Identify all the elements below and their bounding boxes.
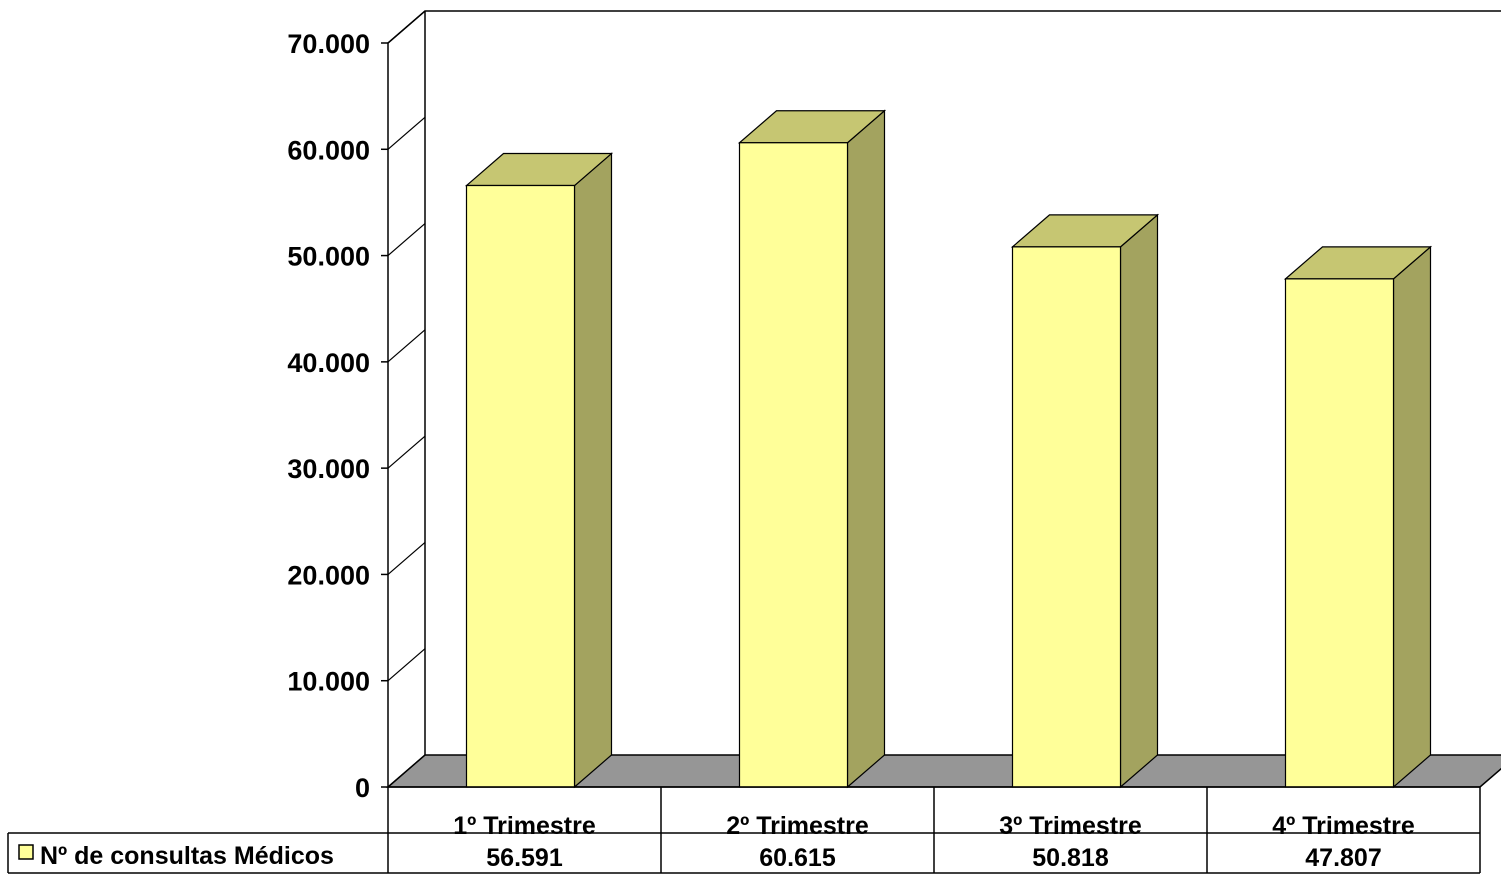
legend-swatch [18, 844, 34, 860]
category-label: 2º Trimestre [726, 812, 869, 840]
bar-side [846, 109, 886, 789]
bar-front [1284, 278, 1395, 788]
bar-front [465, 184, 576, 788]
y-tick-depth [387, 648, 426, 682]
bar-side [1392, 245, 1432, 789]
legend-series-name: Nº de consultas Médicos [40, 842, 334, 870]
value-label: 60.615 [759, 844, 836, 872]
value-label: 56.591 [486, 844, 563, 872]
y-tick-label: 20.000 [287, 560, 370, 590]
y-tick-label: 70.000 [287, 29, 370, 59]
y-tick-depth [387, 329, 426, 363]
y-tick-depth [387, 754, 426, 788]
y-tick-depth [387, 541, 426, 575]
y-tick-label: 0 [355, 773, 370, 803]
y-tick-depth [387, 435, 426, 469]
y-tick-label: 10.000 [287, 667, 370, 697]
y-tick-label: 60.000 [287, 135, 370, 165]
bar [1283, 245, 1433, 789]
bar-front [738, 142, 849, 788]
bar-side [573, 152, 613, 789]
category-label: 1º Trimestre [453, 812, 596, 840]
data-table: 1º Trimestre 56.591 2º Trimestre 60.615 3º T… [7, 786, 1481, 874]
bar [1010, 213, 1160, 789]
bars [464, 109, 1433, 789]
y-tick-label: 40.000 [287, 348, 370, 378]
y-tick-depth [387, 10, 426, 44]
category-label: 4º Trimestre [1272, 812, 1415, 840]
bar [737, 109, 887, 789]
y-tick-depth [387, 116, 426, 150]
y-axis: 0 10.000 20.000 30.000 40.000 50.000 60.000 70.… [287, 10, 426, 803]
bar-side [1119, 213, 1159, 789]
category-label: 3º Trimestre [999, 812, 1142, 840]
value-label: 47.807 [1305, 844, 1381, 872]
y-tick-depth [387, 223, 426, 257]
y-tick-label: 50.000 [287, 242, 370, 272]
y-tick-label: 30.000 [287, 454, 370, 484]
bar [464, 152, 614, 789]
bar-front [1011, 246, 1122, 788]
value-label: 50.818 [1032, 844, 1109, 872]
